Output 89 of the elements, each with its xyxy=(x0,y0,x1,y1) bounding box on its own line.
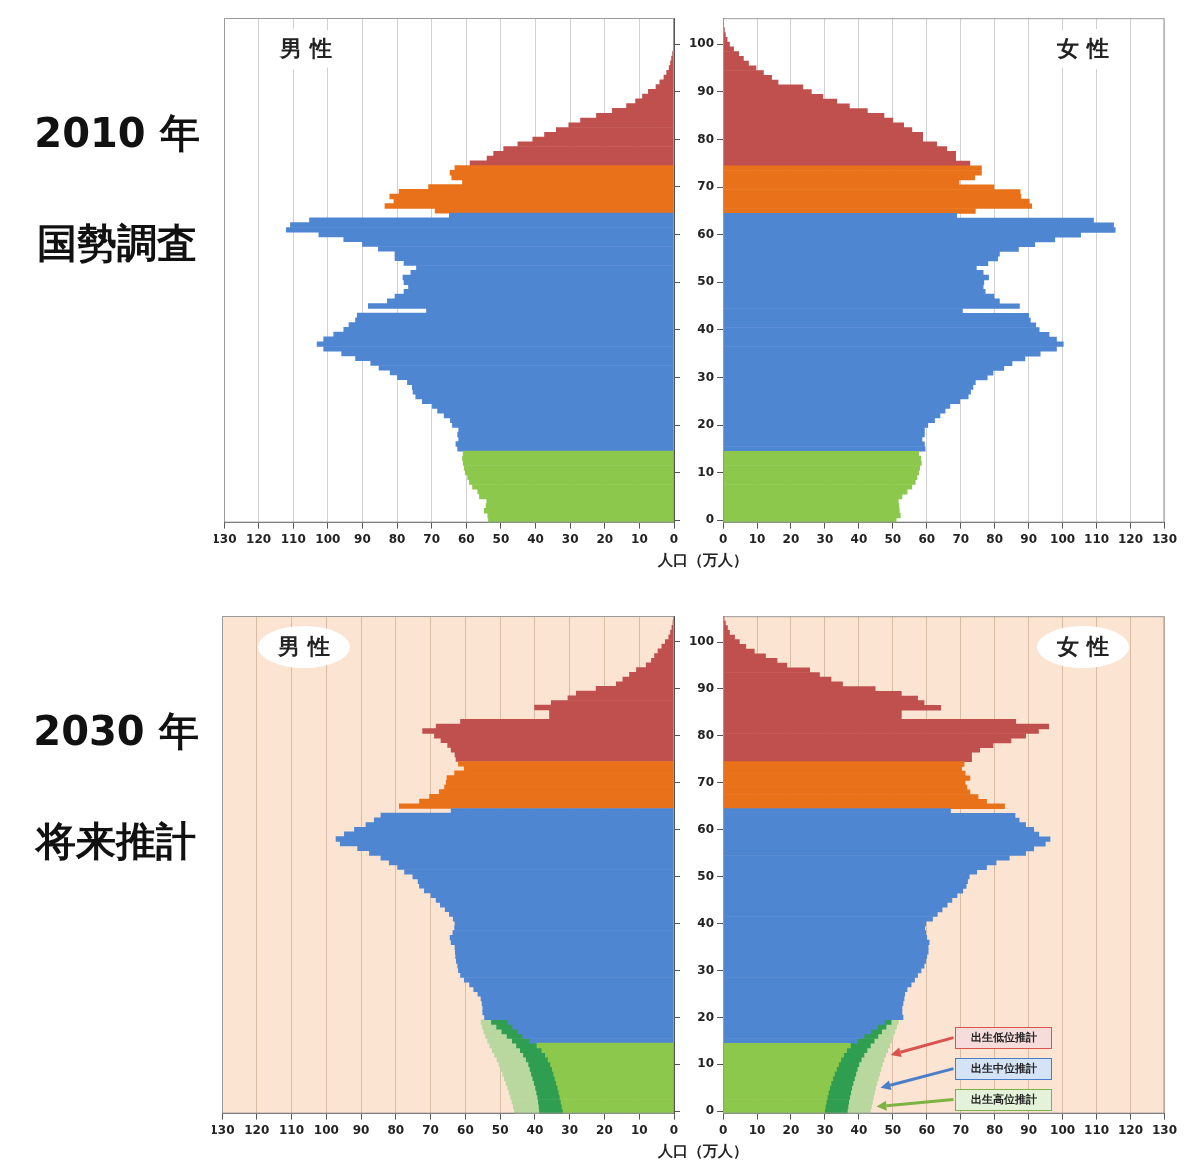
annotation: 女 性 xyxy=(1037,28,1129,71)
x-tick-label: 60 xyxy=(918,531,936,546)
x-tick-label: 20 xyxy=(782,1122,800,1137)
x-tick-label: 100 xyxy=(313,1122,339,1137)
x-tick-label: 50 xyxy=(884,1122,902,1137)
x-tick-label: 60 xyxy=(457,531,475,546)
y-tick-label: 0 xyxy=(705,512,715,527)
y-tick-label: 50 xyxy=(697,868,715,883)
x-axis-title: 人口（万人） xyxy=(658,550,749,570)
y-tick-label: 60 xyxy=(697,821,715,836)
text: 2010 年 xyxy=(33,109,201,158)
y-tick-label: 10 xyxy=(697,1056,715,1071)
x-tick-label: 30 xyxy=(816,1122,834,1137)
y-tick-label: 40 xyxy=(697,322,715,337)
x-tick-label: 130 xyxy=(1151,531,1178,546)
x-tick-label: 100 xyxy=(1050,1122,1076,1137)
y-tick-label: 0 xyxy=(705,1103,715,1118)
text: 国勢調査 xyxy=(36,219,198,268)
y-tick-label: 20 xyxy=(697,417,715,432)
x-tick-label: 0 xyxy=(669,531,679,546)
x-tick-label: 70 xyxy=(422,1122,439,1137)
y-tick-label: 50 xyxy=(697,274,715,289)
annotation: 女 性 xyxy=(1037,626,1129,669)
x-tick-label: 110 xyxy=(1084,531,1110,546)
y-tick-label: 60 xyxy=(697,226,715,241)
x-tick-label: 60 xyxy=(457,1122,474,1137)
y-tick-label: 90 xyxy=(697,84,715,99)
x-tick-label: 110 xyxy=(279,1122,305,1137)
x-tick-label: 10 xyxy=(748,531,766,546)
x-tick-label: 50 xyxy=(884,531,902,546)
text: 将来推計 xyxy=(34,817,197,866)
x-tick-label: 70 xyxy=(952,1122,970,1137)
text: 出生低位推計 xyxy=(955,1026,1053,1049)
x-tick-label: 110 xyxy=(280,531,306,546)
x-tick-label: 90 xyxy=(352,1122,370,1137)
y-tick-label: 20 xyxy=(697,1009,715,1024)
x-tick-label: 20 xyxy=(596,531,614,546)
x-tick-label: 100 xyxy=(315,531,341,546)
x-tick-label: 120 xyxy=(1117,531,1144,546)
y-tick-label: 90 xyxy=(697,681,715,696)
x-tick-label: 60 xyxy=(918,1122,936,1137)
x-tick-label: 120 xyxy=(1117,1122,1144,1137)
y-tick-label: 70 xyxy=(697,774,715,789)
x-tick-label: 10 xyxy=(631,531,648,546)
x-tick-label: 130 xyxy=(1151,1122,1178,1137)
x-tick-label: 40 xyxy=(527,531,544,546)
x-tick-label: 120 xyxy=(244,1122,270,1137)
y-tick-label: 80 xyxy=(697,727,715,742)
x-tick-label: 70 xyxy=(423,531,441,546)
y-tick-label: 70 xyxy=(697,179,715,194)
x-tick-label: 90 xyxy=(1020,531,1037,546)
y-tick-label: 10 xyxy=(697,464,715,479)
x-tick-label: 80 xyxy=(387,1122,405,1137)
y-tick-label: 100 xyxy=(688,36,715,51)
y-tick-label: 80 xyxy=(697,131,715,146)
x-tick-label: 30 xyxy=(816,531,834,546)
x-tick-label: 70 xyxy=(952,531,970,546)
x-tick-label: 0 xyxy=(718,531,728,546)
x-tick-label: 10 xyxy=(748,1122,766,1137)
x-tick-label: 80 xyxy=(986,1122,1004,1137)
x-tick-label: 80 xyxy=(986,531,1004,546)
x-tick-label: 10 xyxy=(630,1122,648,1137)
y-tick-label: 30 xyxy=(697,369,715,384)
x-tick-label: 0 xyxy=(669,1122,679,1137)
x-tick-label: 80 xyxy=(388,531,406,546)
annotation: 男 性 xyxy=(260,28,352,70)
x-tick-label: 20 xyxy=(782,531,800,546)
x-axis-title: 人口（万人） xyxy=(658,1141,749,1161)
y-tick-label: 100 xyxy=(688,634,715,649)
text: 出生高位推計 xyxy=(955,1088,1053,1111)
x-tick-label: 20 xyxy=(596,1122,613,1137)
x-tick-label: 90 xyxy=(1020,1122,1037,1137)
x-tick-label: 30 xyxy=(561,1122,579,1137)
text: 出生中位推計 xyxy=(955,1057,1053,1080)
x-tick-label: 110 xyxy=(1084,1122,1110,1137)
y-tick-label: 30 xyxy=(697,962,715,977)
x-tick-label: 120 xyxy=(246,531,272,546)
text: 2030 年 xyxy=(32,707,200,756)
x-tick-label: 40 xyxy=(850,1122,868,1137)
y-tick-label: 40 xyxy=(697,915,715,930)
x-tick-label: 50 xyxy=(491,1122,509,1137)
x-tick-label: 100 xyxy=(1050,531,1076,546)
x-tick-label: 50 xyxy=(492,531,510,546)
annotation: 男 性 xyxy=(258,626,350,668)
x-tick-label: 40 xyxy=(850,531,868,546)
x-tick-label: 0 xyxy=(718,1122,728,1137)
x-tick-label: 30 xyxy=(561,531,579,546)
x-tick-label: 40 xyxy=(526,1122,544,1137)
x-tick-label: 90 xyxy=(354,531,371,546)
